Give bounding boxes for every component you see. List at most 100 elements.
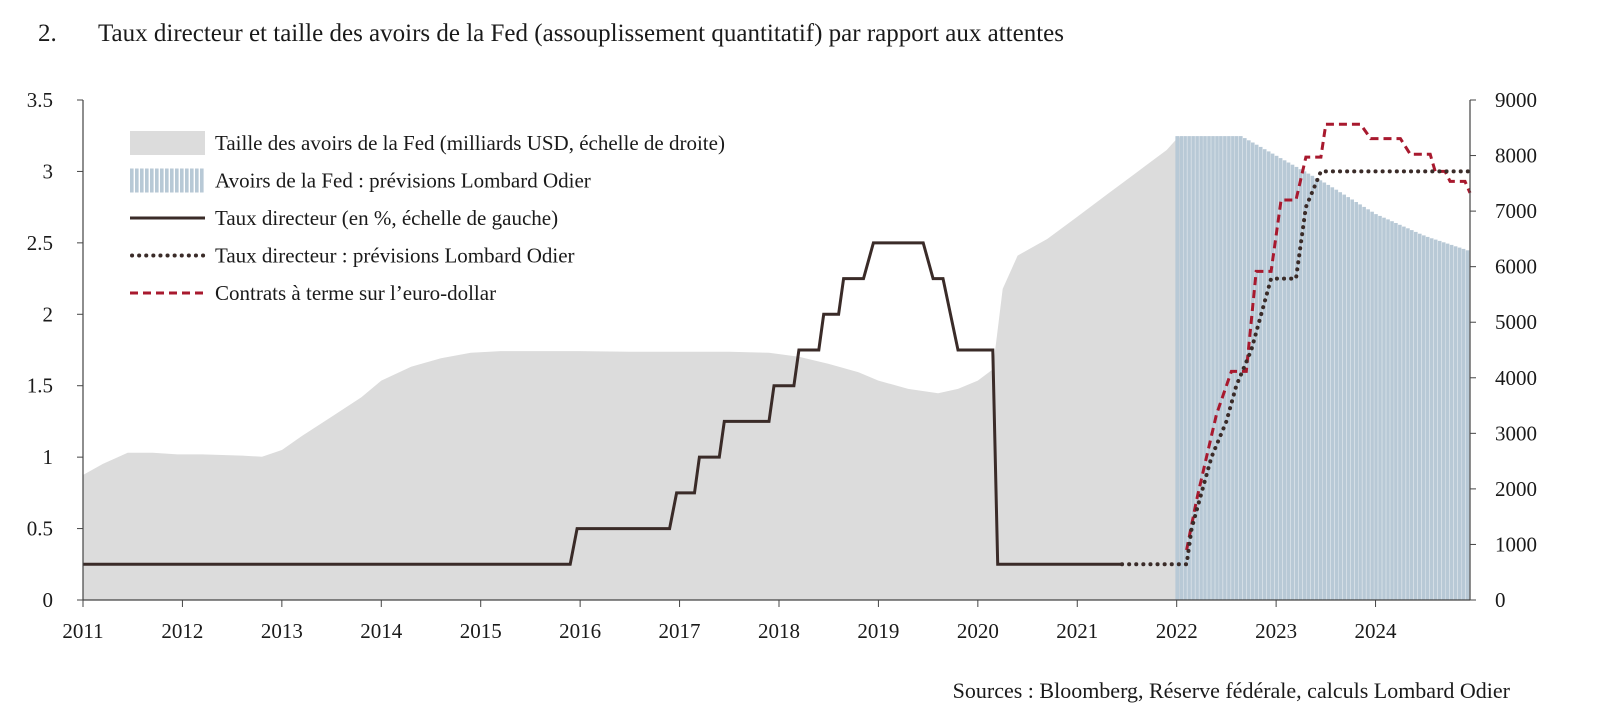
- balance-forecast-bar: [1418, 233, 1422, 600]
- right-tick-label: 2000: [1495, 477, 1537, 501]
- balance-forecast-bar: [1398, 224, 1402, 601]
- legend-swatch-bar: [200, 168, 204, 193]
- balance-forecast-bar: [1362, 206, 1366, 600]
- chart-title: Taux directeur et taille des avoirs de l…: [98, 20, 1064, 47]
- balance-forecast-bar: [1338, 192, 1342, 600]
- balance-forecast-bar: [1358, 204, 1362, 600]
- balance-forecast-bar: [1298, 169, 1303, 600]
- source-note: Sources : Bloomberg, Réserve fédérale, c…: [952, 678, 1510, 703]
- balance-forecast-bar: [1374, 214, 1378, 600]
- balance-forecast-bar: [1334, 189, 1339, 600]
- balance-forecast-bar: [1350, 199, 1354, 600]
- balance-forecast-bar: [1433, 239, 1438, 600]
- balance-forecast-bar: [1175, 136, 1179, 600]
- right-tick-label: 5000: [1495, 310, 1537, 334]
- balance-forecast-bar: [1346, 197, 1350, 600]
- chart-title-row: 2. Taux directeur et taille des avoirs de…: [38, 20, 1064, 48]
- right-tick-label: 0: [1495, 588, 1506, 612]
- legend-swatch-bar: [195, 168, 199, 193]
- balance-forecast-bar: [1441, 242, 1446, 601]
- right-tick-label: 3000: [1495, 421, 1537, 445]
- balance-forecast-bar: [1394, 223, 1398, 600]
- legend-swatch-bar: [130, 168, 134, 193]
- balance-forecast-bar: [1453, 246, 1458, 601]
- x-tick-label: 2017: [659, 619, 701, 643]
- balance-forecast-bar: [1195, 136, 1199, 600]
- legend-label: Contrats à terme sur l’euro-dollar: [215, 281, 496, 305]
- balance-forecast-bar: [1457, 247, 1462, 600]
- balance-forecast-bar: [1302, 171, 1307, 600]
- balance-forecast-bar: [1461, 248, 1466, 600]
- legend-swatch-bar: [170, 168, 174, 193]
- balance-forecast-bar: [1258, 146, 1263, 600]
- balance-forecast-bar: [1437, 240, 1442, 600]
- balance-forecast-bar: [1406, 228, 1410, 601]
- balance-forecast-bar: [1239, 136, 1243, 600]
- legend-label: Taille des avoirs de la Fed (milliards U…: [215, 131, 725, 155]
- x-tick-label: 2024: [1355, 619, 1398, 643]
- legend-swatch-bar: [180, 168, 184, 193]
- balance-forecast-bar: [1330, 187, 1335, 601]
- legend-swatch-balance-forecast: [130, 168, 204, 193]
- legend: Taille des avoirs de la Fed (milliards U…: [130, 131, 725, 305]
- balance-forecast-bar: [1310, 175, 1315, 601]
- left-tick-label: 0: [43, 588, 54, 612]
- legend-swatch-bar: [165, 168, 169, 193]
- x-tick-label: 2011: [62, 619, 103, 643]
- left-tick-label: 3: [43, 159, 54, 183]
- legend-label: Taux directeur (en %, échelle de gauche): [215, 206, 558, 230]
- x-tick-label: 2014: [360, 619, 403, 643]
- left-tick-label: 1: [43, 445, 54, 469]
- balance-forecast-bar: [1266, 151, 1271, 600]
- legend-label: Avoirs de la Fed : prévisions Lombard Od…: [215, 169, 591, 193]
- balance-forecast-bar: [1262, 149, 1267, 600]
- legend-swatch-bar: [190, 168, 194, 193]
- balance-forecast-bar: [1354, 202, 1358, 600]
- x-tick-label: 2018: [758, 619, 800, 643]
- left-tick-label: 0.5: [27, 517, 53, 541]
- balance-forecast-bar: [1282, 160, 1287, 601]
- balance-forecast-bar: [1207, 136, 1211, 600]
- legend-swatch-bar: [150, 168, 154, 193]
- right-tick-label: 9000: [1495, 88, 1537, 112]
- balance-sheet-area: [83, 136, 1182, 600]
- x-tick-label: 2023: [1255, 619, 1297, 643]
- right-tick-label: 7000: [1495, 199, 1537, 223]
- figure-number: 2.: [38, 20, 57, 47]
- legend-swatch-bar: [135, 168, 139, 193]
- right-tick-label: 4000: [1495, 366, 1537, 390]
- left-tick-label: 3.5: [27, 88, 53, 112]
- balance-forecast-bar: [1179, 136, 1183, 600]
- balance-forecast-bar: [1286, 162, 1291, 600]
- balance-forecast-bar: [1235, 136, 1239, 600]
- balance-forecast-bar: [1370, 211, 1374, 600]
- balance-forecast-bar: [1270, 153, 1275, 600]
- legend-swatch-bar: [145, 168, 149, 193]
- balance-forecast-bar: [1402, 226, 1406, 600]
- balance-forecast-bar: [1465, 250, 1470, 601]
- legend-swatch-bar: [175, 168, 179, 193]
- balance-forecast-bar: [1227, 136, 1231, 600]
- balance-forecast-bar: [1322, 182, 1327, 600]
- legend-swatch-bar: [185, 168, 189, 193]
- policy-rate-forecast-line: [1120, 169, 1472, 567]
- left-tick-label: 2: [43, 302, 54, 326]
- legend-swatch-bar: [155, 168, 159, 193]
- balance-forecast-bar: [1199, 136, 1203, 600]
- balance-forecast-bar: [1422, 235, 1426, 600]
- balance-forecast-bar: [1290, 164, 1295, 600]
- right-tick-label: 1000: [1495, 532, 1537, 556]
- left-tick-label: 1.5: [27, 374, 53, 398]
- balance-forecast-bar: [1449, 244, 1454, 600]
- legend-swatch-bar: [140, 168, 144, 193]
- balance-forecast-bar: [1382, 217, 1386, 600]
- right-tick-label: 6000: [1495, 255, 1537, 279]
- balance-forecast-bar: [1254, 144, 1259, 600]
- balance-forecast-bar: [1191, 136, 1195, 600]
- right-tick-label: 8000: [1495, 144, 1537, 168]
- balance-forecast-bar: [1342, 194, 1346, 600]
- balance-forecast-bar: [1215, 136, 1219, 600]
- eurodollar-futures-line: [1185, 122, 1472, 551]
- balance-forecast-bar: [1326, 184, 1331, 600]
